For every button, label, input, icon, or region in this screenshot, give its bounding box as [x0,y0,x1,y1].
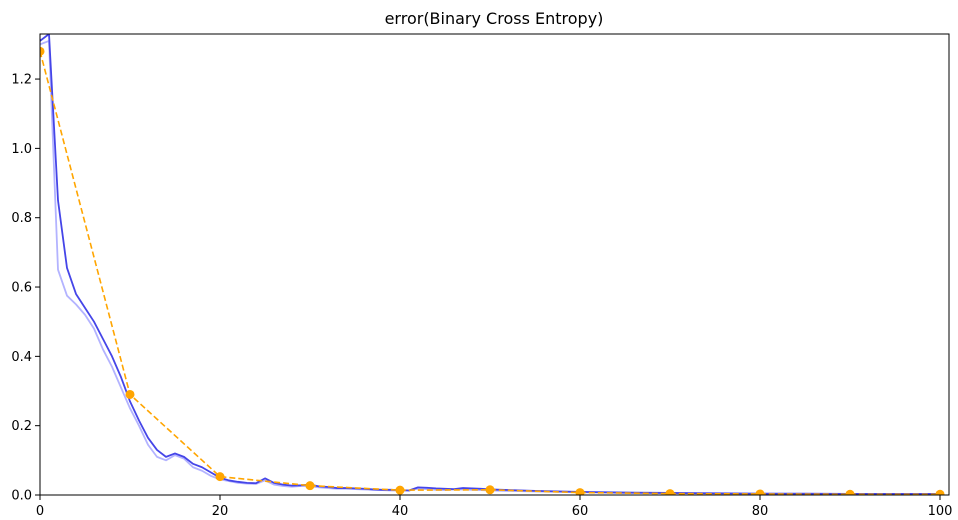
chart-title: error(Binary Cross Entropy) [385,9,604,28]
series-line-1 [40,34,940,495]
x-tick-label: 0 [36,504,44,519]
y-tick-label: 0.8 [11,211,32,226]
series-2-point [935,489,945,495]
x-tick-label: 100 [928,504,953,519]
y-tick-label: 0.4 [11,350,32,365]
x-tick-label: 20 [212,504,229,519]
x-tick-label: 40 [392,504,409,519]
series-2-point [40,46,45,56]
series-2-point [215,472,225,482]
y-tick-label: 1.0 [11,142,32,157]
series-2-point [665,489,675,495]
x-tick-label: 80 [752,504,769,519]
series-2-point [575,488,585,495]
y-tick-label: 1.2 [11,73,32,88]
y-tick-label: 0.6 [11,281,32,296]
series-2-point [305,481,315,491]
y-tick-label: 0.0 [11,489,32,504]
series-line-2 [40,51,940,495]
series-line-0 [40,40,940,495]
series-2-point [755,489,765,495]
series-2-point [845,489,855,495]
plot-frame [39,33,950,496]
axes: 0 20 40 60 80 100 0.0 0.2 0.4 0.6 0.8 1.0 1.2 [11,33,953,519]
series-2-point [395,485,405,495]
series-2-point [125,389,135,399]
x-tick-label: 60 [572,504,589,519]
plot-area [40,34,945,495]
y-tick-label: 0.2 [11,419,32,434]
series-2-point [485,485,495,495]
